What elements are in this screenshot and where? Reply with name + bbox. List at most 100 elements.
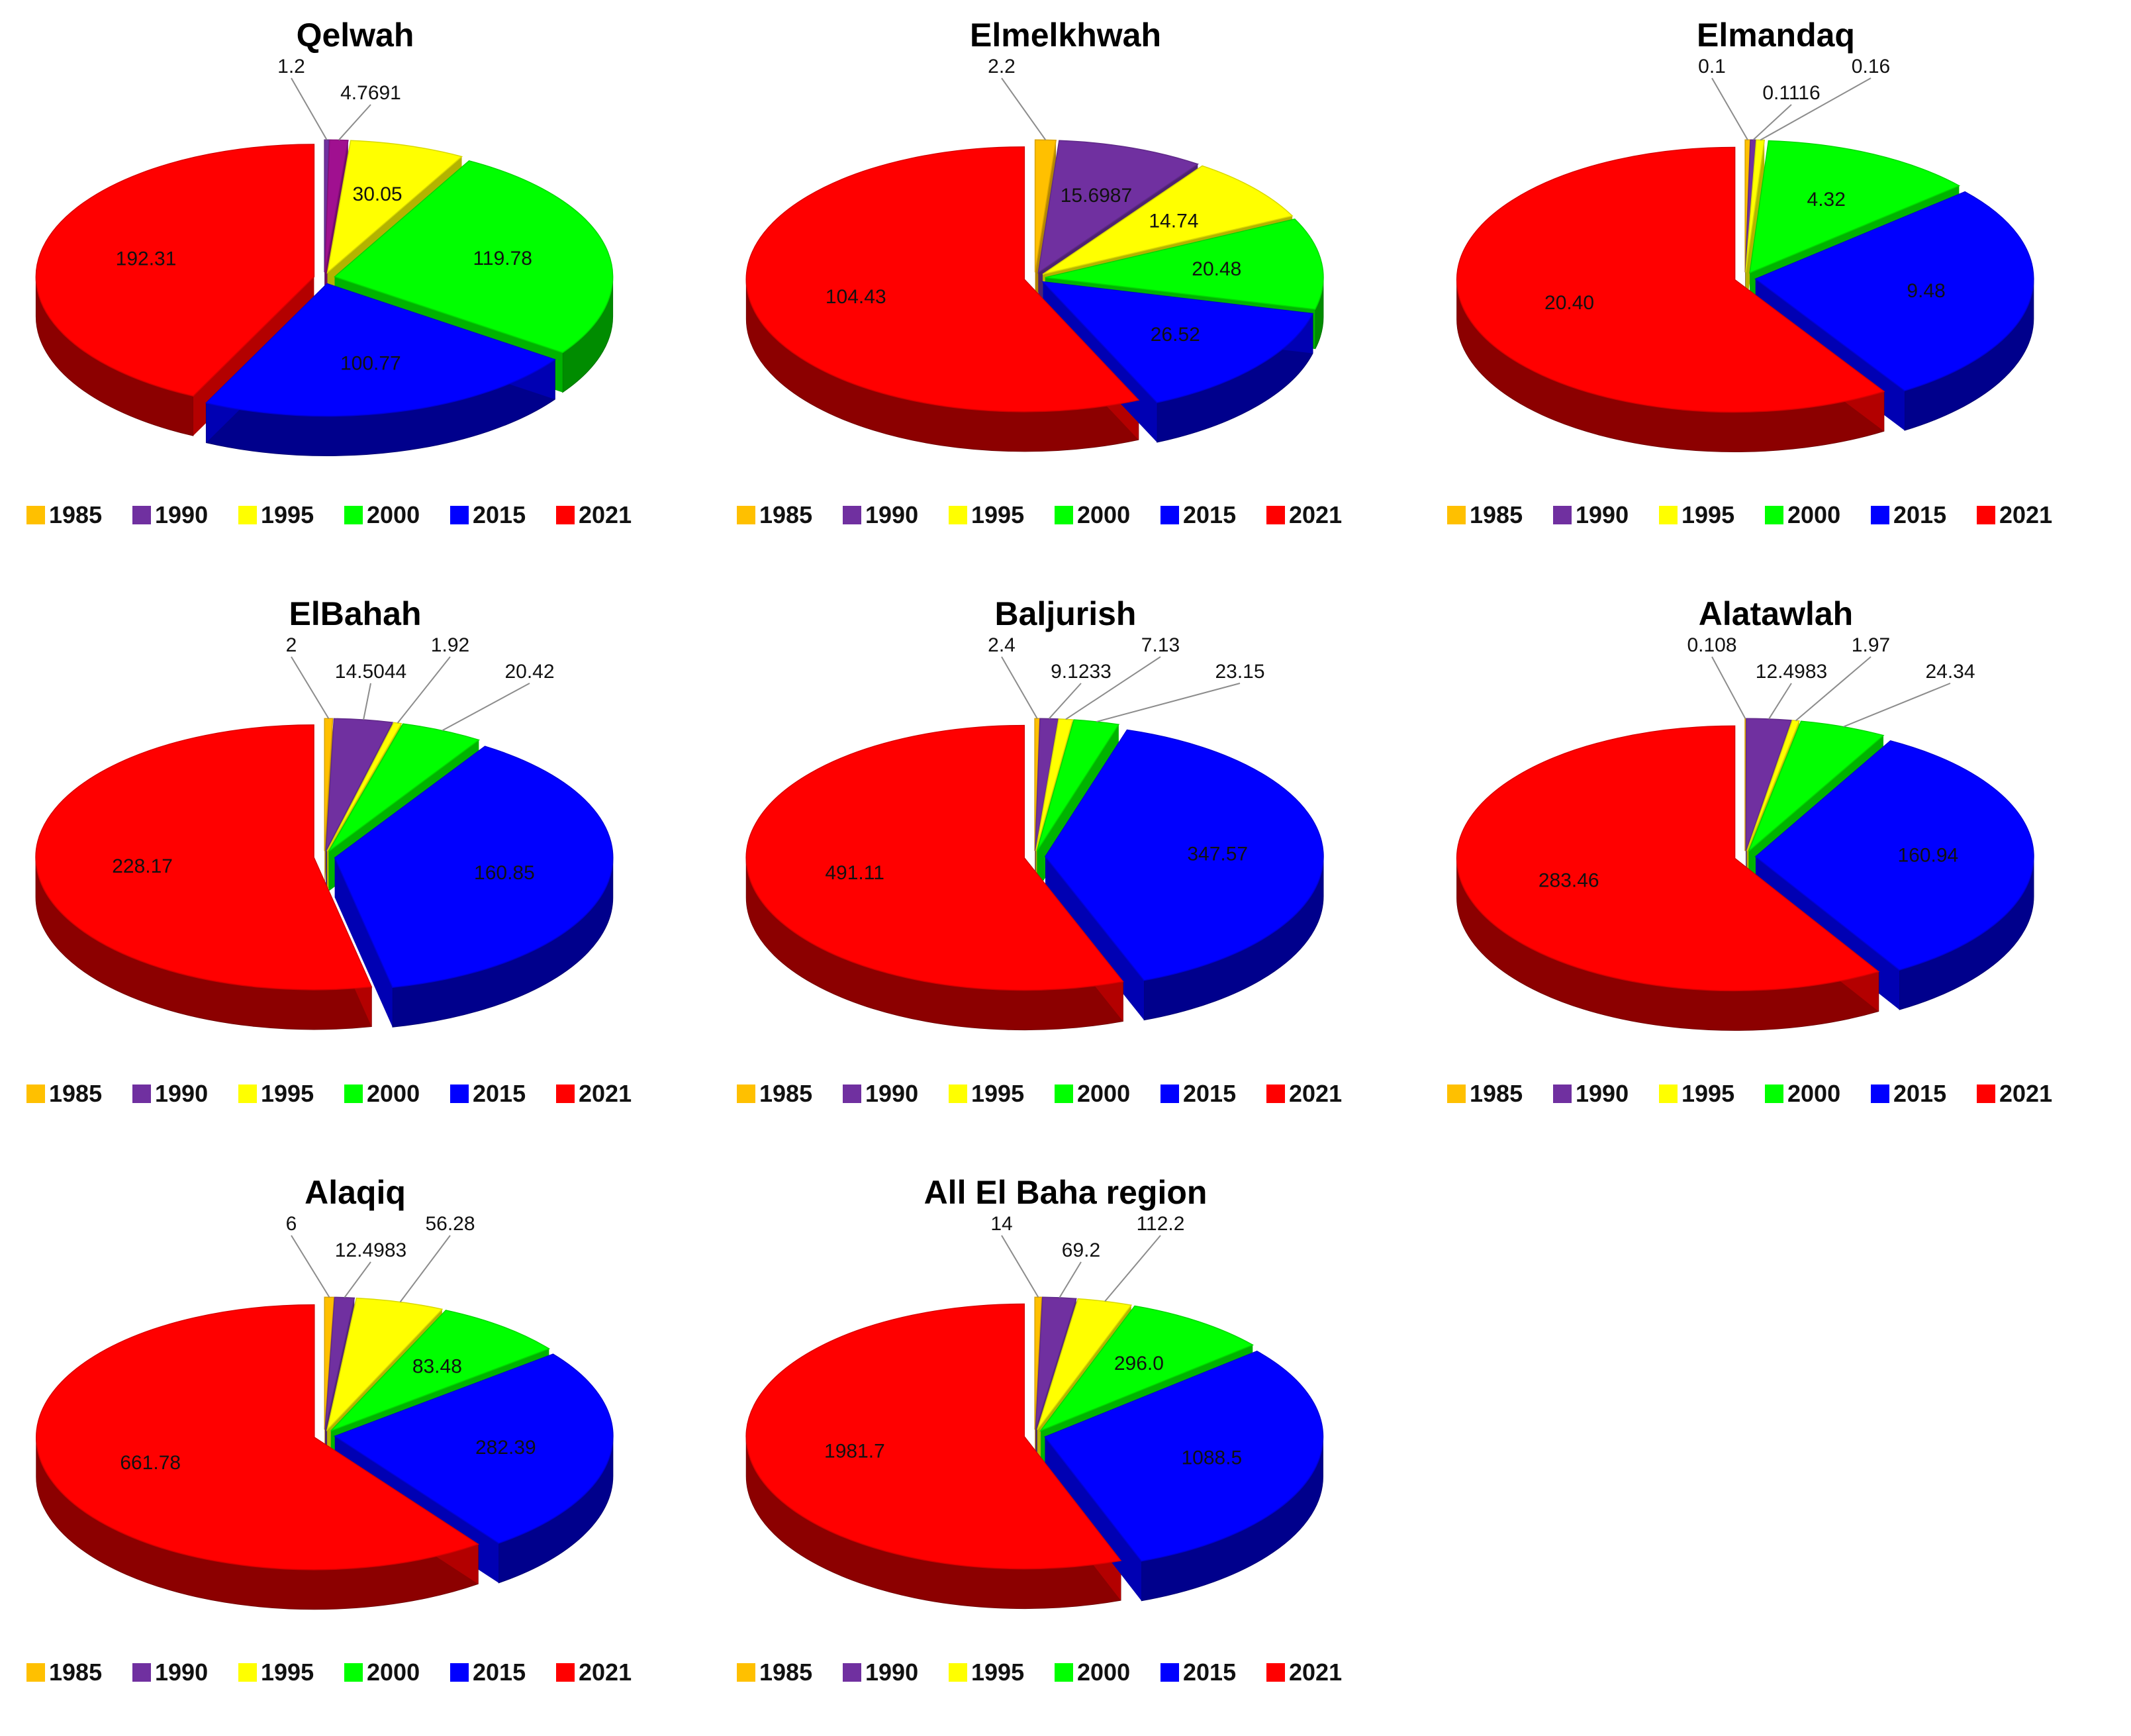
legend-alaqiq: 1985 1990 1995 2000 2015 2021 [26, 1659, 632, 1686]
leader-line-alaqiq-1 [344, 1261, 371, 1298]
pie-slice-all-el-baha-region-2000-3 [1039, 1305, 1255, 1432]
data-label-elmandaq-4: 9.48 [1907, 280, 1945, 302]
leader-line-baljurish-2 [1065, 656, 1161, 720]
legend-label-qelwah-1985: 1985 [49, 501, 102, 528]
legend-swatch-qelwah-1995 [238, 506, 257, 524]
legend-label-alatawlah-1985: 1985 [1470, 1080, 1523, 1107]
legend-swatch-alaqiq-2015 [450, 1663, 469, 1682]
data-label-alatawlah-5: 283.46 [1539, 870, 1599, 892]
data-label-alaqiq-1: 12.4983 [335, 1239, 406, 1261]
legend-label-elmelkhwah-2000: 2000 [1077, 501, 1130, 528]
data-label-qelwah-3: 30.05 [353, 183, 403, 205]
pie-chart-alaqiq: Alaqiq 6 12.4983 56.28 83.48 282.39 661.78 1985… [26, 1174, 632, 1686]
legend-swatch-elmelkhwah-1990 [843, 506, 861, 524]
data-label-all-el-baha-region-3: 296.0 [1114, 1353, 1164, 1374]
pie-slice-elmelkhwah-2000-3 [1045, 218, 1324, 310]
legend-label-all-el-baha-region-2015: 2015 [1183, 1659, 1236, 1686]
pie-tops-baljurish [745, 718, 1324, 991]
legend-label-elmandaq-2000: 2000 [1787, 501, 1840, 528]
legend-qelwah: 1985 1990 1995 2000 2015 2021 [26, 501, 632, 528]
legend-label-all-el-baha-region-1985: 1985 [759, 1659, 812, 1686]
legend-label-elbahah-1990: 1990 [155, 1080, 208, 1107]
data-label-baljurish-2: 7.13 [1141, 634, 1180, 656]
legend-label-alaqiq-2021: 2021 [579, 1659, 632, 1686]
legend-swatch-elbahah-2015 [450, 1085, 469, 1103]
legend-label-elmelkhwah-1985: 1985 [759, 501, 812, 528]
pie-cut-elbahah-4-1 [334, 857, 393, 1028]
legend-swatch-elmandaq-2021 [1977, 506, 1995, 524]
chart-panel-alatawlah: Alatawlah 0.108 12.4983 1.97 24.34 160.94 283.… [1421, 579, 2131, 1157]
leader-line-baljurish-1 [1048, 683, 1082, 720]
data-label-qelwah-6: 192.31 [116, 248, 177, 269]
pie-labels-qelwah: 1.2 4.7691 30.05 119.78 100.77 192.31 [116, 56, 532, 374]
data-label-elmelkhwah-3: 20.48 [1192, 258, 1241, 280]
legend-swatch-elmelkhwah-2000 [1055, 506, 1073, 524]
chart-title-elmelkhwah: Elmelkhwah [970, 17, 1161, 54]
data-label-alaqiq-2: 56.28 [425, 1213, 475, 1235]
data-label-elmandaq-5: 20.40 [1544, 292, 1594, 314]
legend-swatch-elmandaq-1985 [1447, 506, 1466, 524]
legend-swatch-all-el-baha-region-2021 [1266, 1663, 1285, 1682]
legend-swatch-elbahah-1990 [132, 1085, 151, 1103]
pie-labels-elmandaq: 0.1 0.1116 0.16 4.32 9.48 20.40 [1544, 56, 1946, 314]
leader-line-alaqiq-0 [291, 1235, 330, 1298]
legend-label-alaqiq-2015: 2015 [473, 1659, 526, 1686]
pie-slice-baljurish-1990-1 [1035, 718, 1059, 851]
legend-swatch-alatawlah-2021 [1977, 1085, 1995, 1103]
legend-label-elbahah-1985: 1985 [49, 1080, 102, 1107]
legend-label-alatawlah-1990: 1990 [1576, 1080, 1629, 1107]
data-label-elmandaq-0: 0.1 [1698, 56, 1726, 77]
legend-swatch-alatawlah-2000 [1765, 1085, 1783, 1103]
legend-swatch-all-el-baha-region-2000 [1055, 1663, 1073, 1682]
legend-label-elmelkhwah-1990: 1990 [865, 501, 918, 528]
legend-swatch-baljurish-1990 [843, 1085, 861, 1103]
chart-title-qelwah: Qelwah [297, 17, 414, 54]
pie-slice-elbahah-1985-0 [324, 718, 334, 851]
legend-swatch-alaqiq-1985 [26, 1663, 45, 1682]
legend-swatch-alatawlah-2015 [1871, 1085, 1889, 1103]
pie-slice-elmandaq-2021-5 [1456, 146, 1885, 413]
chart-panel-all-el-baha-region: All El Baha region 14 69.2 112.2 296.0 1088.5… [710, 1157, 1421, 1736]
pie-labels-baljurish: 2.4 9.1233 7.13 23.15 347.57 491.11 [825, 634, 1264, 884]
legend-swatch-baljurish-1985 [737, 1085, 755, 1103]
leader-line-alaqiq-2 [399, 1235, 451, 1303]
pie-slice-alatawlah-2021-5 [1456, 725, 1880, 992]
pie-tops-alatawlah [1456, 718, 2034, 992]
chart-title-elbahah: ElBahah [289, 595, 421, 632]
legend-label-elmelkhwah-2015: 2015 [1183, 501, 1236, 528]
data-label-elbahah-2: 1.92 [431, 634, 469, 656]
data-label-all-el-baha-region-4: 1088.5 [1181, 1447, 1242, 1469]
leader-line-elmelkhwah-0 [1001, 77, 1047, 140]
data-label-elmelkhwah-4: 26.52 [1151, 324, 1200, 346]
legend-swatch-qelwah-1990 [132, 506, 151, 524]
legend-label-qelwah-1995: 1995 [261, 501, 314, 528]
data-label-baljurish-0: 2.4 [988, 634, 1016, 656]
data-label-alaqiq-3: 83.48 [412, 1355, 462, 1377]
leader-line-elbahah-3 [442, 683, 530, 732]
legend-label-baljurish-2015: 2015 [1183, 1080, 1236, 1107]
chart-title-alatawlah: Alatawlah [1699, 595, 1853, 632]
data-label-elbahah-5: 228.17 [112, 855, 173, 877]
pie-slice-alaqiq-2021-5 [36, 1304, 479, 1570]
legend-swatch-baljurish-2015 [1160, 1085, 1179, 1103]
pie-slice-qelwah-2021-6 [35, 144, 315, 397]
pie-slice-elbahah-2021-5 [35, 724, 373, 990]
pie-slice-alaqiq-2000-3 [330, 1310, 551, 1431]
data-label-alatawlah-3: 24.34 [1925, 661, 1975, 683]
data-label-all-el-baha-region-1: 69.2 [1062, 1239, 1100, 1261]
chart-title-baljurish: Baljurish [995, 595, 1137, 632]
pie-tops-elmandaq [1456, 139, 2034, 413]
legend-swatch-elbahah-2021 [556, 1085, 575, 1103]
legend-swatch-alaqiq-1990 [132, 1663, 151, 1682]
legend-label-alatawlah-2015: 2015 [1893, 1080, 1946, 1107]
chart-panel-alaqiq: Alaqiq 6 12.4983 56.28 83.48 282.39 661.78 1985… [0, 1157, 710, 1736]
pie-labels-alaqiq: 6 12.4983 56.28 83.48 282.39 661.78 [120, 1213, 536, 1474]
pie-slice-baljurish-2000-3 [1036, 719, 1120, 851]
legend-label-alatawlah-2021: 2021 [1999, 1080, 2052, 1107]
leader-line-baljurish-3 [1096, 683, 1241, 723]
legend-label-all-el-baha-region-1995: 1995 [971, 1659, 1024, 1686]
legend-label-baljurish-2000: 2000 [1077, 1080, 1130, 1107]
legend-swatch-elbahah-1995 [238, 1085, 257, 1103]
data-label-elmelkhwah-1: 15.6987 [1061, 185, 1132, 207]
pie-tops-alaqiq [36, 1296, 614, 1570]
